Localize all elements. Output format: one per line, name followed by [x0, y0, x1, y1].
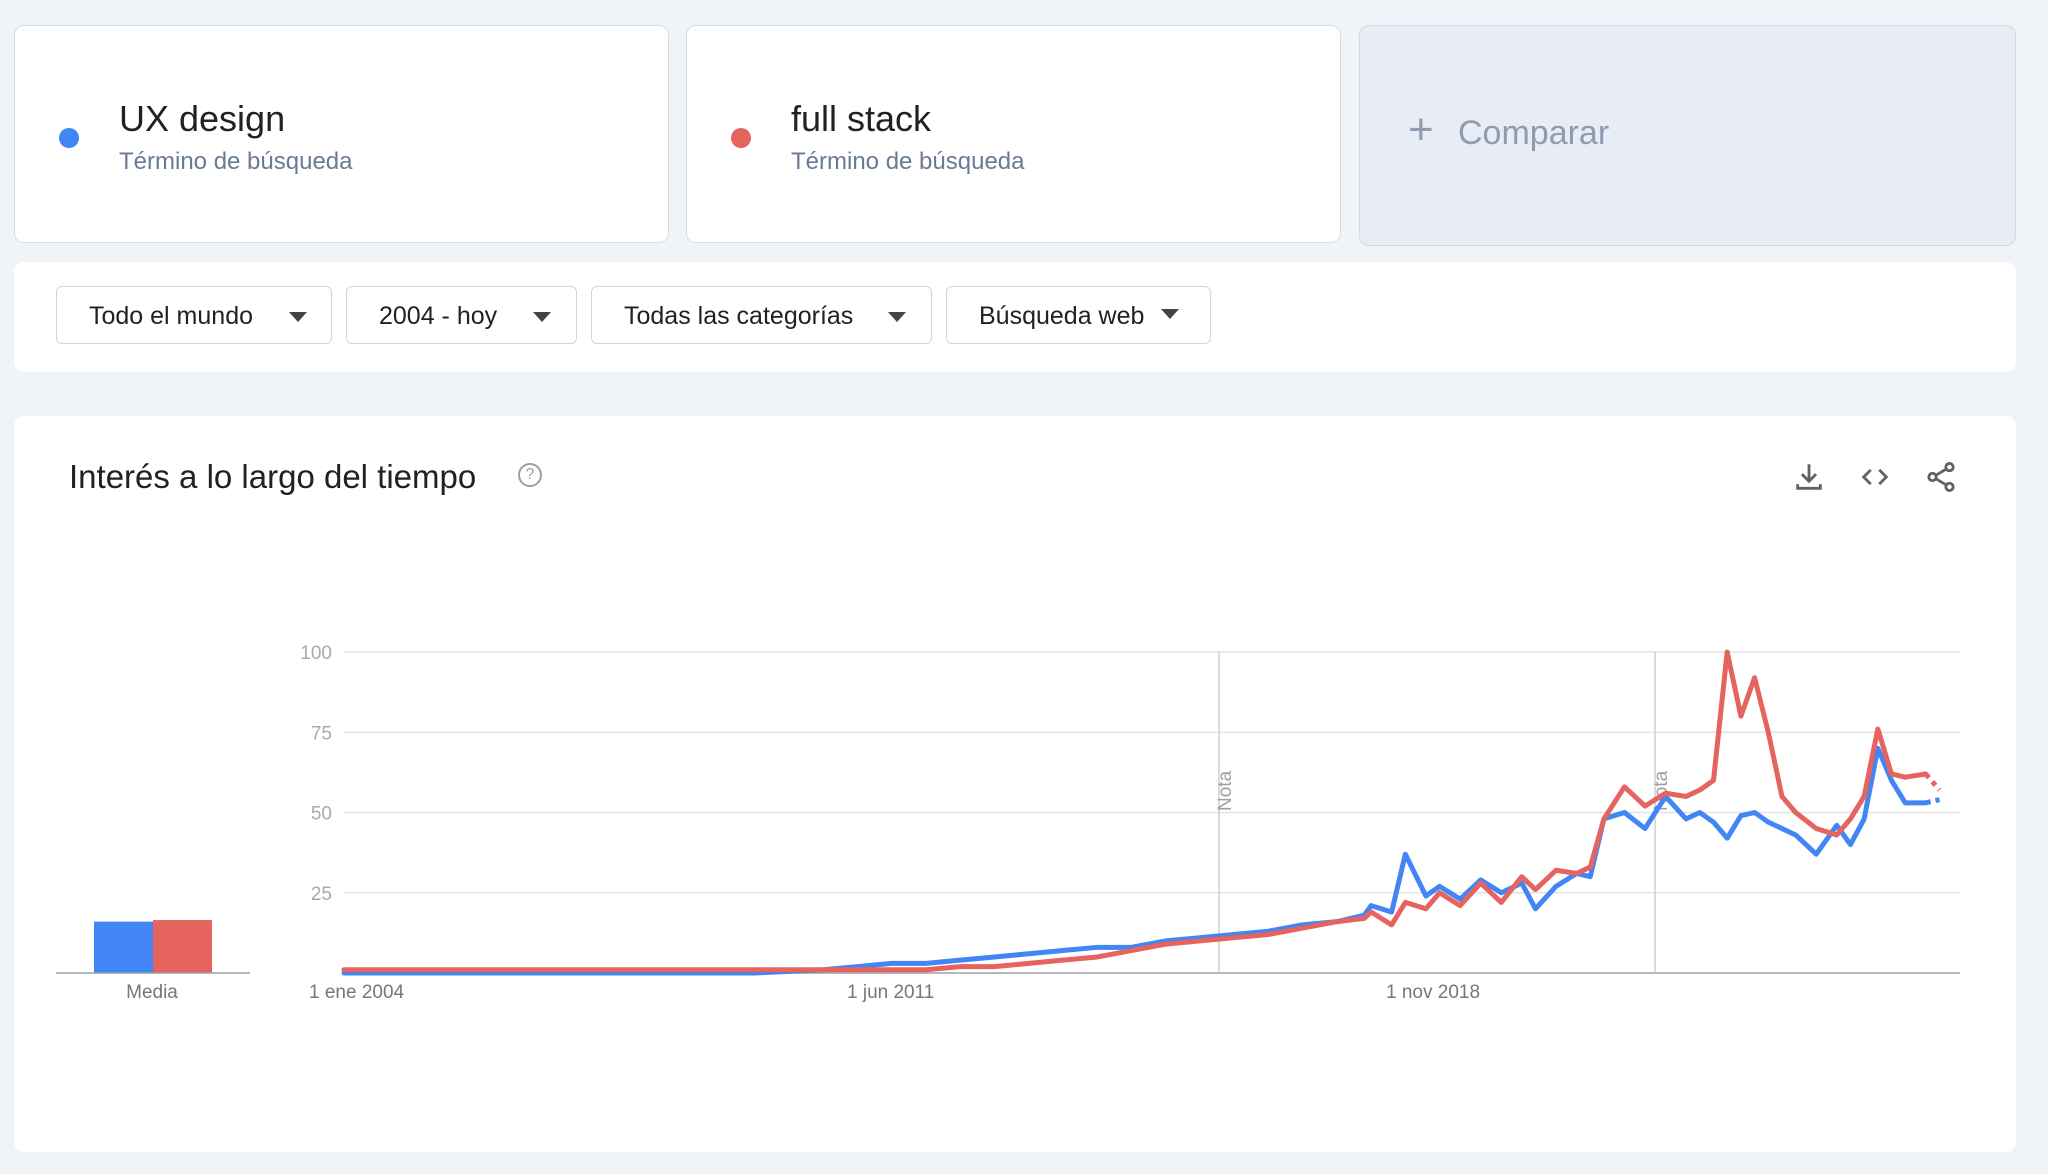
term-type: Término de búsqueda	[791, 148, 1025, 175]
average-label: Media	[126, 982, 178, 1003]
search-type-value: Búsqueda web	[979, 302, 1145, 330]
average-bar	[94, 921, 153, 973]
series-line	[341, 745, 1929, 976]
time-range-dropdown[interactable]: 2004 - hoy	[346, 286, 577, 344]
term-name: full stack	[791, 98, 932, 139]
download-icon[interactable]	[1792, 460, 1826, 494]
category-dropdown[interactable]: Todas las categorías	[591, 286, 932, 344]
x-tick-label: 1 nov 2018	[1386, 982, 1480, 1003]
category-value: Todas las categorías	[624, 302, 854, 330]
embed-icon[interactable]	[1858, 460, 1892, 494]
chart-title: Interés a lo largo del tiempo	[69, 458, 477, 495]
series-color-dot	[59, 128, 79, 148]
region-dropdown[interactable]: Todo el mundo	[56, 286, 332, 344]
series-line	[341, 649, 1929, 973]
region-value: Todo el mundo	[89, 302, 254, 330]
y-tick-label: 25	[311, 884, 332, 905]
compare-button[interactable]: + Comparar	[1359, 25, 2016, 246]
caret-down-icon	[533, 312, 551, 322]
y-tick-label: 75	[311, 723, 332, 744]
term-name: UX design	[119, 98, 286, 139]
note-label: Nota	[1215, 770, 1236, 811]
x-tick-label: 1 jun 2011	[847, 982, 934, 1003]
caret-down-icon	[289, 312, 307, 322]
filter-bar: Todo el mundo 2004 - hoy Todas las categ…	[14, 262, 2016, 372]
interest-over-time-card: Interés a lo largo del tiempo ? 25 50 75 10…	[14, 416, 2016, 1152]
compare-label: Comparar	[1458, 114, 1610, 152]
average-bar	[153, 920, 212, 973]
y-tick-label: 100	[300, 643, 332, 664]
caret-down-icon	[888, 312, 906, 322]
search-type-dropdown[interactable]: Búsqueda web	[946, 286, 1211, 344]
term-card-full-stack[interactable]: full stack Término de búsqueda	[686, 25, 1341, 243]
series-color-dot	[731, 128, 751, 148]
plus-icon: +	[1408, 105, 1434, 154]
y-tick-label: 50	[311, 804, 332, 825]
series-line-partial	[1923, 772, 1942, 792]
help-icon[interactable]: ?	[518, 463, 542, 487]
share-icon[interactable]	[1924, 460, 1958, 494]
term-card-ux-design[interactable]: UX design Término de búsqueda	[14, 25, 669, 243]
time-range-value: 2004 - hoy	[379, 302, 498, 330]
caret-down-icon	[1161, 309, 1179, 319]
x-tick-label: 1 ene 2004	[309, 982, 405, 1003]
term-type: Término de búsqueda	[119, 148, 353, 175]
series-line-partial	[1925, 797, 1941, 806]
